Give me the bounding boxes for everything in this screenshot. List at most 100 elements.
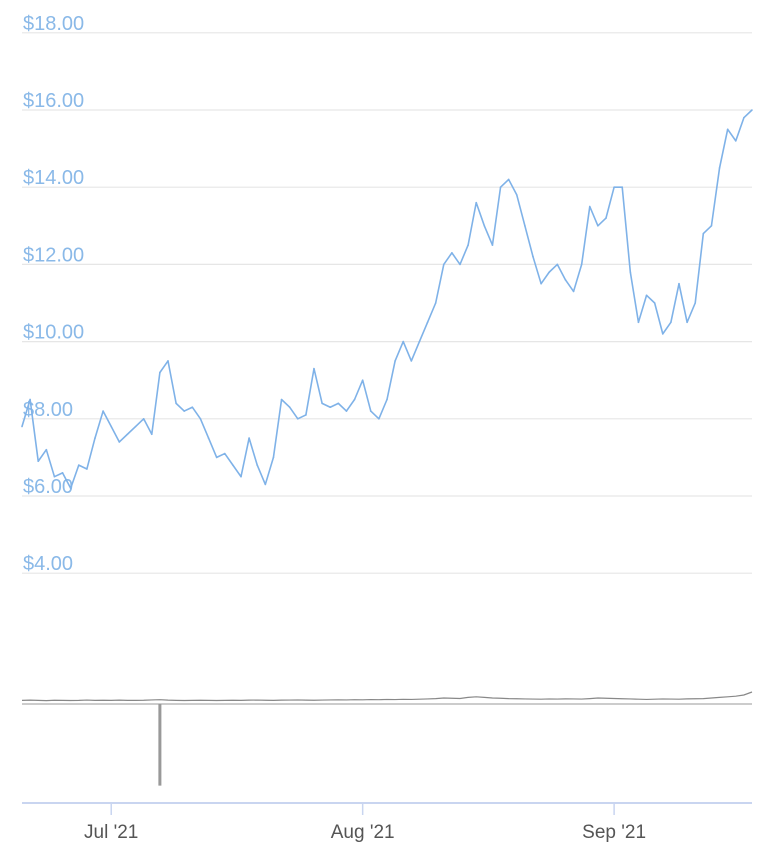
- price-point: [386, 398, 388, 401]
- price-point: [150, 433, 153, 436]
- x-tick-label: Sep '21: [582, 822, 646, 843]
- price-point: [475, 201, 478, 204]
- price-point: [637, 321, 640, 324]
- y-tick-label: $16.00: [23, 90, 84, 112]
- gridlines: [22, 32, 752, 574]
- price-point: [353, 398, 356, 401]
- price-point: [483, 225, 486, 227]
- price-point: [588, 205, 591, 208]
- price-point: [45, 448, 48, 451]
- volume-line: [21, 691, 753, 702]
- price-point: [621, 186, 624, 188]
- price-point: [402, 340, 405, 343]
- price-point: [21, 425, 23, 428]
- volume-series: [21, 691, 753, 786]
- price-point: [199, 418, 202, 420]
- price-point: [613, 186, 615, 188]
- price-point: [256, 464, 259, 466]
- price-point: [329, 406, 332, 409]
- price-point: [37, 460, 40, 463]
- price-point: [686, 321, 688, 324]
- price-point: [661, 333, 664, 335]
- price-point: [280, 398, 283, 401]
- y-tick-label: $10.00: [23, 322, 84, 344]
- price-point: [467, 244, 469, 246]
- price-point: [175, 402, 177, 405]
- price-point: [369, 410, 372, 412]
- price-point: [524, 225, 526, 227]
- price-point: [215, 456, 218, 459]
- price-point: [629, 271, 632, 273]
- price-point: [605, 217, 607, 219]
- price-point: [540, 282, 542, 285]
- price-line: [21, 109, 753, 490]
- price-point: [94, 437, 96, 439]
- price-point: [305, 414, 307, 416]
- price-point: [734, 140, 737, 142]
- x-tick-label: Aug '21: [331, 822, 395, 843]
- price-point: [726, 128, 729, 131]
- price-point: [183, 410, 186, 412]
- price-point: [564, 279, 567, 281]
- y-tick-label: $8.00: [23, 399, 73, 421]
- price-point: [515, 194, 518, 196]
- price-point: [337, 402, 340, 405]
- price-point: [678, 282, 680, 285]
- price-point: [53, 475, 56, 478]
- price-point: [272, 456, 275, 459]
- price-point: [556, 263, 559, 266]
- price-point: [321, 402, 323, 405]
- y-axis-labels: $4.00 $6.00 $8.00 $10.00 $12.00 $14.00 $16.00 $…: [23, 13, 84, 575]
- price-point: [313, 367, 315, 370]
- price-point: [296, 418, 299, 420]
- price-point: [232, 464, 234, 466]
- price-point: [61, 472, 64, 474]
- price-point: [597, 225, 599, 227]
- price-point: [653, 302, 656, 304]
- price-point: [223, 452, 226, 455]
- price-point: [110, 425, 113, 428]
- price-point: [77, 464, 80, 466]
- price-point: [69, 487, 72, 490]
- price-point: [207, 437, 210, 439]
- price-point: [743, 116, 745, 119]
- price-point: [491, 244, 494, 246]
- price-point: [29, 398, 31, 401]
- price-point: [434, 302, 437, 304]
- price-point: [159, 371, 161, 374]
- price-point: [507, 178, 510, 181]
- price-point: [751, 109, 753, 111]
- price-point: [288, 406, 291, 409]
- y-tick-label: $4.00: [23, 553, 73, 575]
- price-point: [410, 360, 413, 362]
- price-point: [102, 410, 104, 412]
- price-point: [86, 468, 88, 470]
- price-point: [670, 321, 672, 324]
- price-point: [264, 483, 267, 486]
- price-point: [142, 418, 145, 420]
- y-tick-label: $6.00: [23, 476, 73, 498]
- price-point: [499, 186, 502, 188]
- price-point: [694, 302, 697, 304]
- x-tick-label: Jul '21: [84, 822, 138, 843]
- price-point: [134, 425, 137, 428]
- price-point: [572, 290, 575, 293]
- price-point: [451, 252, 453, 254]
- price-point: [459, 263, 461, 266]
- price-point: [548, 271, 551, 273]
- price-point: [702, 232, 705, 235]
- price-point: [442, 263, 445, 266]
- price-series: [21, 109, 753, 490]
- price-point: [394, 360, 396, 362]
- x-axis: Jul '21 Aug '21 Sep '21: [22, 802, 752, 843]
- price-point: [126, 433, 129, 436]
- price-point: [418, 340, 421, 343]
- price-point: [580, 263, 583, 266]
- price-point: [167, 360, 169, 362]
- price-point: [361, 379, 364, 382]
- price-point: [191, 406, 194, 409]
- y-tick-label: $12.00: [23, 244, 84, 266]
- price-point: [345, 410, 348, 412]
- y-tick-label: $14.00: [23, 167, 84, 189]
